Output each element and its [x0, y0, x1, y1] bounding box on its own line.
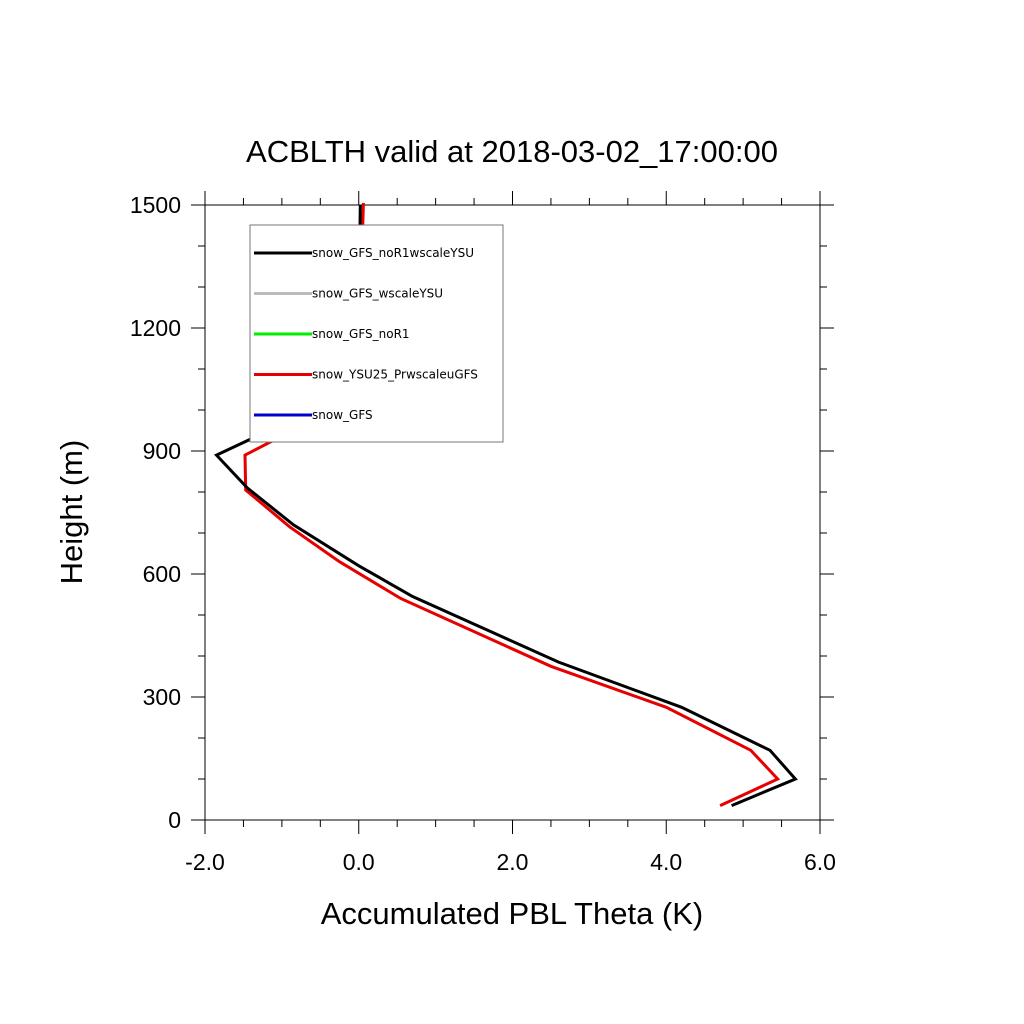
- x-tick-label: 0.0: [343, 849, 375, 875]
- axis-ticks: -2.0 0.0 2.0 4.0 6.0 0 300 600 900 1200 1500: [130, 191, 836, 875]
- x-tick-label: 4.0: [650, 849, 682, 875]
- legend: snow_GFS_noR1wscaleYSU snow_GFS_wscaleYSU…: [249, 224, 504, 443]
- legend-label: snow_GFS_wscaleYSU: [312, 287, 443, 301]
- y-tick-label: 600: [143, 561, 181, 587]
- y-tick-label: 1500: [130, 192, 181, 218]
- x-axis-label: Accumulated PBL Theta (K): [321, 896, 704, 931]
- y-tick-label: 0: [168, 807, 181, 833]
- x-tick-label: -2.0: [185, 849, 225, 875]
- legend-label: snow_YSU25_PrwscaleuGFS: [312, 368, 478, 382]
- y-tick-label: 900: [143, 438, 181, 464]
- y-tick-label: 300: [143, 684, 181, 710]
- x-tick-label: 6.0: [804, 849, 836, 875]
- legend-label: snow_GFS: [312, 408, 373, 422]
- y-axis-label: Height (m): [54, 440, 89, 585]
- x-tick-label: 2.0: [497, 849, 529, 875]
- chart-title: ACBLTH valid at 2018-03-02_17:00:00: [246, 134, 778, 169]
- y-tick-label: 1200: [130, 315, 181, 341]
- legend-label: snow_GFS_noR1: [312, 327, 410, 341]
- legend-label: snow_GFS_noR1wscaleYSU: [312, 246, 474, 260]
